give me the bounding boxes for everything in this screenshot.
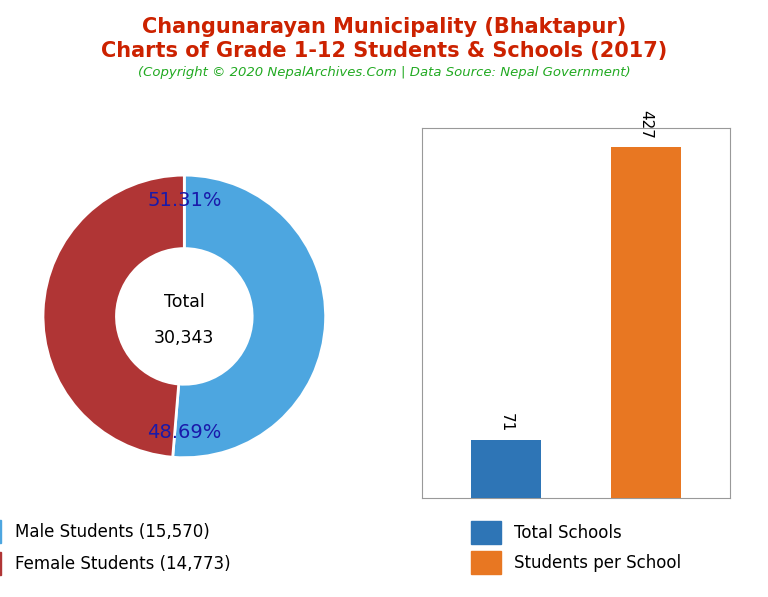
Text: Total: Total bbox=[164, 293, 205, 311]
Legend: Total Schools, Students per School: Total Schools, Students per School bbox=[462, 512, 690, 583]
Text: 71: 71 bbox=[498, 413, 514, 432]
Text: 48.69%: 48.69% bbox=[147, 423, 221, 442]
Legend: Male Students (15,570), Female Students (14,773): Male Students (15,570), Female Students … bbox=[0, 512, 239, 584]
Text: 30,343: 30,343 bbox=[154, 328, 214, 347]
Text: (Copyright © 2020 NepalArchives.Com | Data Source: Nepal Government): (Copyright © 2020 NepalArchives.Com | Da… bbox=[137, 66, 631, 79]
Text: 427: 427 bbox=[638, 110, 654, 139]
Bar bbox=[472, 440, 541, 498]
Wedge shape bbox=[173, 175, 326, 458]
Bar bbox=[611, 147, 680, 498]
Text: Changunarayan Municipality (Bhaktapur): Changunarayan Municipality (Bhaktapur) bbox=[142, 17, 626, 37]
Text: 51.31%: 51.31% bbox=[147, 191, 222, 210]
Wedge shape bbox=[43, 175, 184, 457]
Text: Charts of Grade 1-12 Students & Schools (2017): Charts of Grade 1-12 Students & Schools … bbox=[101, 41, 667, 61]
